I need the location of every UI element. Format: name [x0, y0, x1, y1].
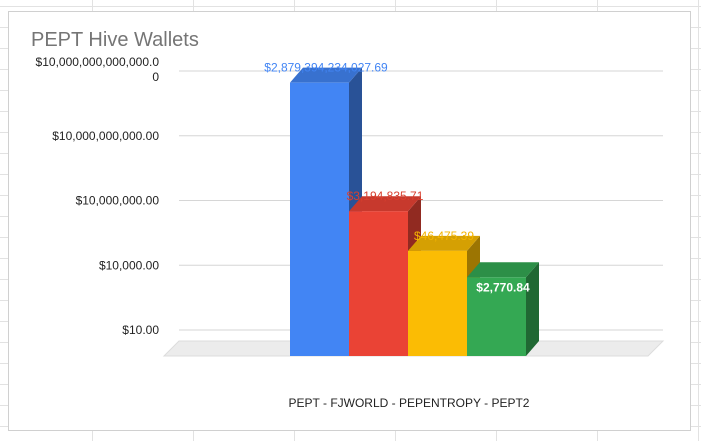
data-label: $46,475.39: [414, 229, 474, 243]
data-label: $2,879,394,234,027.69: [264, 61, 388, 75]
bar: $2,770.84: [467, 262, 539, 356]
bar-top: [467, 262, 539, 278]
bar-top: [290, 67, 362, 83]
data-label: $2,770.84: [476, 280, 530, 294]
bar-front: [467, 277, 526, 356]
bar-top: [349, 196, 421, 212]
y-tick-label: 0: [152, 70, 159, 84]
bar: $46,475.39: [408, 229, 480, 356]
y-tick-label: $10.00: [122, 323, 159, 337]
chart-title: PEPT Hive Wallets: [31, 29, 199, 51]
y-tick-label: $10,000,000.00: [76, 194, 160, 208]
bar-front: [290, 82, 349, 357]
y-tick-label: $10,000.00: [99, 258, 159, 272]
y-tick-label: $10,000,000,000,000.0: [36, 55, 160, 69]
bar-front: [408, 250, 467, 356]
y-tick-label: $10,000,000,000.00: [52, 129, 159, 143]
chart-card[interactable]: PEPT Hive Wallets $10.00 $10,000.00 $10,00…: [8, 11, 691, 431]
bar-top: [408, 235, 480, 251]
data-label: $3,194,835.71: [347, 189, 424, 203]
bar-side: [526, 262, 539, 356]
x-category-label: PEPT - FJWORLD - PEPENTROPY - PEPT2: [289, 396, 530, 410]
bar-front: [349, 211, 408, 356]
chart-plot: $10.00 $10,000.00 $10,000,000.00 $10,000,00…: [36, 55, 665, 410]
